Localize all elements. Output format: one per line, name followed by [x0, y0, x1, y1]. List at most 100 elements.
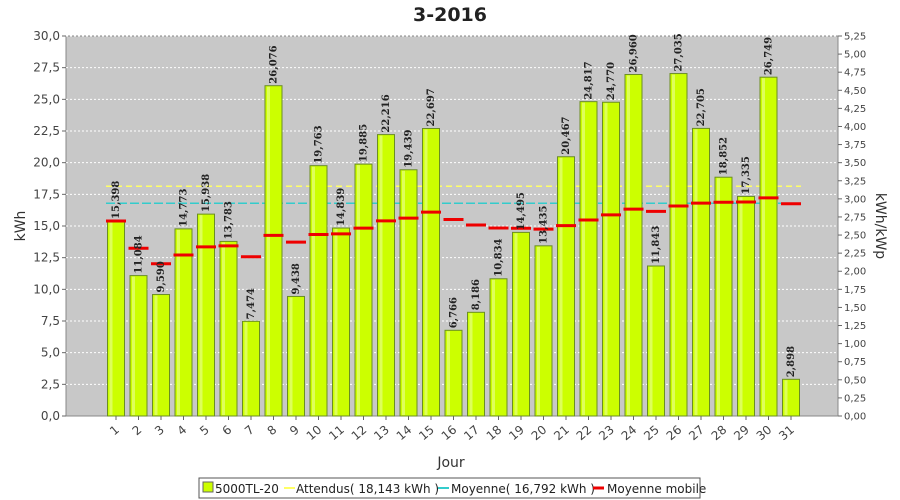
x-tick-label: 15	[416, 423, 437, 444]
bar-highlight	[492, 279, 495, 415]
data-label: 26,076	[269, 45, 280, 83]
x-tick-label: 30	[754, 423, 775, 444]
bar-highlight	[109, 221, 113, 415]
data-label: 9,438	[291, 263, 302, 294]
bar-highlight	[379, 135, 383, 415]
bar-highlight	[244, 322, 248, 415]
data-label: 22,705	[696, 88, 707, 126]
y2-tick-label: 2,75	[844, 212, 866, 223]
data-label: 15,398	[111, 181, 122, 219]
x-tick-label: 25	[641, 423, 662, 444]
y2-tick-label: 0,75	[844, 357, 866, 368]
y-tick-label: 17,5	[33, 187, 60, 201]
y2-tick-label: 2,25	[844, 249, 866, 260]
x-tick-label: 27	[686, 423, 707, 444]
y-tick-label: 12,5	[33, 251, 60, 265]
bar-highlight	[672, 74, 675, 415]
x-axis: 1 2 3 4 5 6 7 8 9 10 11 12 13 14 15 16 17 18 19 20 21 22 23 24 2…	[107, 416, 797, 443]
bar-highlight	[514, 233, 518, 415]
x-tick-label: 29	[731, 423, 752, 444]
x-tick-label: 7	[242, 423, 257, 439]
data-label: 26,960	[629, 34, 640, 72]
y2-tick-label: 0,00	[844, 412, 866, 423]
data-label: 10,834	[494, 238, 505, 276]
data-label: 18,852	[719, 137, 730, 175]
bar-highlight	[334, 229, 338, 415]
y2-tick-label: 1,50	[844, 303, 866, 314]
bar-highlight	[289, 297, 293, 415]
bar-highlight	[604, 103, 608, 415]
x-tick-label: 13	[371, 423, 392, 444]
x-tick-label: 22	[574, 423, 595, 444]
bar-highlight	[582, 102, 585, 415]
data-label: 26,749	[764, 37, 775, 75]
data-label: 14,839	[336, 188, 347, 226]
x-tick-label: 28	[709, 423, 730, 444]
bar-highlight	[154, 295, 158, 415]
bar-highlight	[717, 178, 720, 415]
x-axis-title: Jour	[436, 455, 465, 471]
legend-label-bars: 5000TL-20	[215, 482, 279, 496]
x-tick-label: 23	[596, 423, 617, 444]
y2-tick-label: 3,75	[844, 140, 866, 151]
chart-title: 3-2016	[413, 4, 487, 26]
data-label: 22,216	[381, 94, 392, 132]
data-label: 19,885	[359, 124, 370, 162]
y2-tick-label: 5,25	[844, 32, 866, 43]
bar-highlight	[694, 129, 698, 416]
bar-highlight	[132, 276, 135, 415]
data-label: 2,898	[786, 346, 797, 377]
y2-tick-label: 0,25	[844, 393, 866, 404]
data-label: 17,335	[741, 156, 752, 194]
x-tick-label: 2	[130, 423, 145, 439]
x-tick-label: 24	[619, 423, 640, 444]
bar-highlight	[784, 380, 788, 415]
x-tick-label: 5	[197, 423, 212, 439]
y2-axis: 0,00 0,25 0,50 0,75 1,00 1,25 1,50 1,75 2,00 2,25…	[838, 32, 866, 423]
x-tick-label: 6	[220, 423, 235, 439]
bar-highlight	[762, 78, 765, 416]
x-tick-label: 4	[175, 423, 190, 439]
bar-highlight	[177, 229, 180, 415]
data-label: 11,084	[134, 235, 145, 273]
y2-tick-label: 3,25	[844, 176, 866, 187]
y-tick-label: 7,5	[41, 314, 60, 328]
y-tick-label: 20,0	[33, 156, 60, 170]
data-label: 19,439	[404, 129, 415, 167]
y-tick-label: 25,0	[33, 92, 60, 106]
data-label: 7,474	[246, 288, 257, 319]
y2-tick-label: 3,50	[844, 158, 866, 169]
y2-tick-label: 1,00	[844, 339, 866, 350]
x-tick-label: 18	[484, 423, 505, 444]
x-tick-label: 12	[349, 423, 370, 444]
y-tick-label: 15,0	[33, 219, 60, 233]
y2-tick-label: 4,00	[844, 122, 866, 133]
x-tick-label: 31	[776, 423, 797, 444]
x-tick-label: 19	[506, 423, 527, 444]
y2-tick-label: 4,75	[844, 68, 866, 79]
data-label: 9,590	[156, 261, 167, 292]
legend-swatch-bars	[202, 481, 214, 493]
data-label: 20,467	[561, 116, 572, 154]
bar-highlight	[627, 75, 630, 416]
x-tick-label: 10	[304, 423, 325, 444]
y-tick-label: 27,5	[33, 61, 60, 75]
bar-highlight	[199, 215, 203, 415]
y2-tick-label: 5,00	[844, 50, 866, 61]
legend-label-expected: Attendus( 18,143 kWh )	[296, 482, 439, 496]
bar-highlight	[402, 170, 405, 415]
y2-axis-title: kWh/kWp	[872, 193, 888, 259]
x-tick-label: 11	[326, 423, 347, 444]
bar-highlight	[222, 242, 225, 415]
data-label: 24,770	[606, 62, 617, 100]
y2-tick-label: 4,25	[844, 104, 866, 115]
y-axis: 0,0 2,5 5,0 7,5 10,0 12,5 15,0 17,5 20,0 22,5 25,0…	[33, 29, 66, 423]
bar-highlight	[469, 313, 473, 415]
y-tick-label: 2,5	[41, 377, 60, 391]
data-label: 24,817	[584, 61, 595, 99]
y2-tick-label: 2,00	[844, 267, 866, 278]
bar-highlight	[739, 197, 743, 415]
x-tick-label: 8	[265, 423, 280, 439]
y-tick-label: 30,0	[33, 29, 60, 43]
